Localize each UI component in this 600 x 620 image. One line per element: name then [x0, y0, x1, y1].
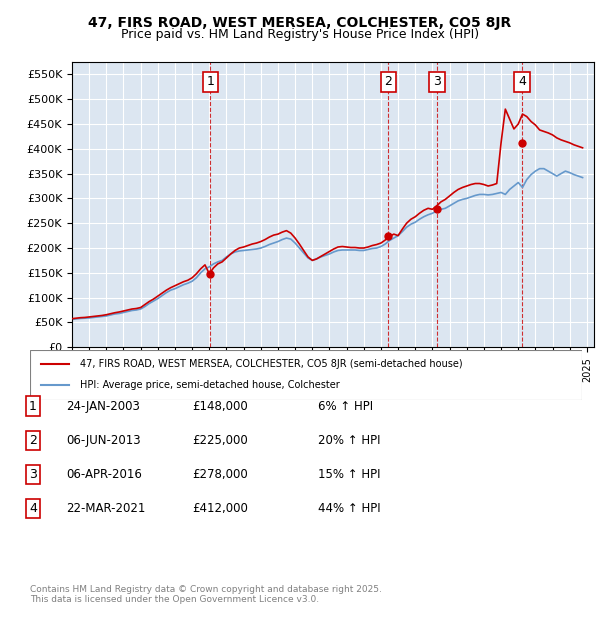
Text: 22-MAR-2021: 22-MAR-2021	[66, 502, 145, 515]
Text: 6% ↑ HPI: 6% ↑ HPI	[318, 400, 373, 412]
Text: 1: 1	[29, 400, 37, 412]
Text: 47, FIRS ROAD, WEST MERSEA, COLCHESTER, CO5 8JR: 47, FIRS ROAD, WEST MERSEA, COLCHESTER, …	[88, 16, 512, 30]
Text: 44% ↑ HPI: 44% ↑ HPI	[318, 502, 380, 515]
Text: 1: 1	[206, 76, 214, 89]
Text: £278,000: £278,000	[192, 468, 248, 481]
Text: HPI: Average price, semi-detached house, Colchester: HPI: Average price, semi-detached house,…	[80, 380, 340, 390]
Text: 3: 3	[29, 468, 37, 481]
Text: 2: 2	[29, 434, 37, 446]
Text: £225,000: £225,000	[192, 434, 248, 446]
Text: 15% ↑ HPI: 15% ↑ HPI	[318, 468, 380, 481]
Text: Contains HM Land Registry data © Crown copyright and database right 2025.
This d: Contains HM Land Registry data © Crown c…	[30, 585, 382, 604]
Text: 47, FIRS ROAD, WEST MERSEA, COLCHESTER, CO5 8JR (semi-detached house): 47, FIRS ROAD, WEST MERSEA, COLCHESTER, …	[80, 359, 463, 369]
Text: 2: 2	[385, 76, 392, 89]
Text: 24-JAN-2003: 24-JAN-2003	[66, 400, 140, 412]
Text: £148,000: £148,000	[192, 400, 248, 412]
Text: 06-JUN-2013: 06-JUN-2013	[66, 434, 140, 446]
Text: 3: 3	[433, 76, 441, 89]
Text: 06-APR-2016: 06-APR-2016	[66, 468, 142, 481]
Text: Price paid vs. HM Land Registry's House Price Index (HPI): Price paid vs. HM Land Registry's House …	[121, 28, 479, 41]
FancyBboxPatch shape	[30, 350, 582, 400]
Text: 4: 4	[518, 76, 526, 89]
Text: 4: 4	[29, 502, 37, 515]
Text: £412,000: £412,000	[192, 502, 248, 515]
Text: 20% ↑ HPI: 20% ↑ HPI	[318, 434, 380, 446]
